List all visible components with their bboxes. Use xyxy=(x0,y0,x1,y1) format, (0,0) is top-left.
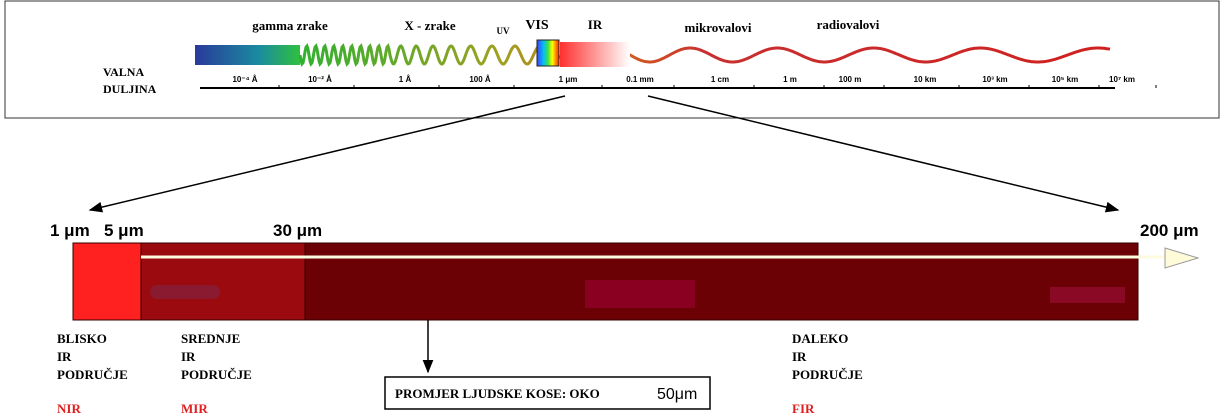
ir-tick-label: 5 μm xyxy=(104,221,144,240)
region-abbr: NIR xyxy=(57,401,81,416)
ir-tick-label: 1 μm xyxy=(50,221,90,240)
mir-band xyxy=(140,242,306,321)
region-abbr: FIR xyxy=(792,401,815,416)
band-label: VIS xyxy=(525,18,549,33)
band-label: radiovalovi xyxy=(817,17,880,32)
ir-tick-label: 200 μm xyxy=(1140,221,1199,240)
region-abbr: MIR xyxy=(181,401,208,416)
vis-bar xyxy=(536,39,560,67)
scale-label: 1 Å xyxy=(399,75,412,84)
arrow xyxy=(647,95,1120,213)
region-label: IR xyxy=(57,349,72,364)
region-label: PODRUČJE xyxy=(181,367,252,382)
axis-label: VALNA xyxy=(103,65,144,79)
band-label: mikrovalovi xyxy=(685,20,752,35)
smudge xyxy=(150,285,220,299)
scale-label: 10⁵ km xyxy=(1052,75,1078,84)
scale-label: 100 m xyxy=(839,75,862,84)
scale-label: 10³ km xyxy=(982,75,1007,84)
band-label: UV xyxy=(497,26,510,36)
ir-bar xyxy=(560,42,630,67)
scale-label: 1 cm xyxy=(711,75,729,84)
region-label: SREDNJE xyxy=(181,331,240,346)
smudge xyxy=(585,280,695,308)
fir-band xyxy=(304,242,1139,321)
smudge xyxy=(1050,287,1125,303)
scale-label: 1 m xyxy=(783,75,797,84)
wave xyxy=(298,43,1111,67)
scale-label: 100 Å xyxy=(469,75,491,84)
scale-label: 10⁻² Å xyxy=(308,75,332,84)
nir-band xyxy=(72,242,142,321)
scale-label: 1 μm xyxy=(559,75,578,84)
note-text: PROMJER LJUDSKE KOSE: OKO xyxy=(395,386,600,401)
band-label: gamma zrake xyxy=(252,18,328,33)
axis-label: DULJINA xyxy=(103,82,157,96)
region-label: IR xyxy=(792,349,807,364)
region-label: PODRUČJE xyxy=(792,367,863,382)
region-label: DALEKO xyxy=(792,331,848,346)
region-label: IR xyxy=(181,349,196,364)
region-label: BLISKO xyxy=(57,331,107,346)
band-label: X - zrake xyxy=(404,18,455,33)
region-label: PODRUČJE xyxy=(57,367,128,382)
scale-label: 10⁻⁴ Å xyxy=(232,75,257,84)
arrow xyxy=(88,95,566,213)
scale-label: 10⁷ km xyxy=(1109,75,1135,84)
scale-label: 0.1 mm xyxy=(626,75,654,84)
note-value: 50μm xyxy=(657,386,697,403)
band-label: IR xyxy=(588,17,603,32)
gamma-bar xyxy=(195,45,300,65)
scale-label: 10 km xyxy=(914,75,937,84)
ir-tick-label: 30 μm xyxy=(273,221,322,240)
note-box xyxy=(384,376,711,410)
white-arrowhead xyxy=(1164,247,1200,269)
